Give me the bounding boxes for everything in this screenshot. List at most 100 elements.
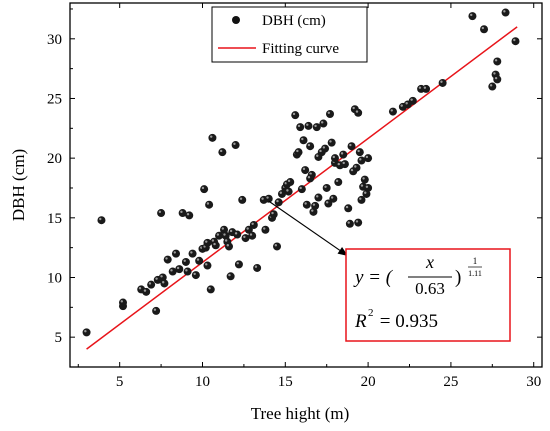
data-point	[273, 242, 282, 251]
data-point	[175, 265, 184, 274]
data-point	[160, 279, 169, 288]
data-point	[322, 183, 331, 192]
data-point	[286, 178, 295, 187]
data-point-highlight	[180, 210, 183, 214]
data-point-highlight	[332, 155, 335, 159]
data-point-highlight	[196, 258, 200, 261]
data-point	[299, 136, 308, 145]
data-point-highlight	[160, 275, 163, 278]
equation-border	[345, 248, 511, 342]
data-point-highlight	[347, 221, 350, 224]
data-point	[181, 257, 190, 266]
data-point	[118, 298, 127, 307]
data-point-highlight	[292, 112, 296, 116]
legend-box	[211, 6, 368, 63]
data-point-highlight	[266, 196, 269, 199]
data-point-highlight	[162, 281, 165, 284]
equation-numerator: x	[425, 252, 434, 272]
data-point-highlight	[274, 244, 278, 247]
equation-exponent-denominator: 1.11	[468, 269, 482, 278]
data-point	[314, 193, 323, 202]
data-point-highlight	[138, 287, 142, 290]
data-point-highlight	[322, 146, 326, 149]
data-point-highlight	[297, 124, 301, 128]
data-point-highlight	[337, 162, 340, 166]
data-point-highlight	[224, 239, 228, 242]
data-point	[493, 57, 502, 66]
data-point-highlight	[302, 167, 306, 171]
data-point-highlight	[325, 201, 329, 204]
data-point-highlight	[359, 158, 362, 161]
data-point-highlight	[440, 80, 443, 83]
equation-box: y = ( x 0.63 ) 1 1.11 R 2 = 0.935	[345, 248, 511, 342]
data-point-highlight	[324, 185, 327, 188]
data-point	[183, 267, 192, 276]
plot-frame	[69, 2, 543, 368]
data-point	[438, 78, 447, 87]
data-point-highlight	[234, 232, 238, 235]
data-point-highlight	[173, 251, 176, 254]
data-point-highlight	[249, 233, 253, 236]
data-point	[327, 138, 336, 147]
equation-rhs: )	[455, 267, 461, 288]
data-point-highlight	[330, 196, 334, 199]
x-tick-label: 30	[526, 374, 541, 390]
data-point-highlight	[296, 149, 299, 153]
data-point	[218, 148, 227, 157]
data-point-highlight	[400, 104, 403, 107]
data-point-highlight	[206, 202, 210, 205]
data-point-highlight	[216, 233, 220, 236]
data-point	[468, 12, 477, 21]
y-tick-label: 5	[55, 330, 63, 346]
data-point	[97, 216, 106, 225]
data-point	[422, 84, 431, 93]
data-point-highlight	[494, 76, 498, 80]
data-point	[344, 204, 353, 213]
data-point	[364, 183, 373, 192]
y-tick-label: 30	[47, 32, 62, 48]
data-point-highlight	[355, 110, 359, 113]
data-point	[171, 249, 180, 258]
legend-marker-dbh	[232, 16, 240, 24]
data-point-highlight	[352, 106, 355, 110]
data-point	[306, 174, 315, 183]
x-tick-label: 25	[443, 374, 458, 390]
data-point	[211, 241, 220, 250]
equation-lhs: y = (	[353, 267, 394, 288]
data-point-highlight	[165, 257, 168, 260]
data-point	[142, 287, 151, 296]
data-point-highlight	[170, 269, 173, 272]
data-point	[511, 37, 520, 46]
x-tick-label: 10	[195, 374, 210, 390]
r-squared-sup: 2	[368, 307, 374, 319]
data-point	[234, 260, 243, 269]
data-point	[330, 154, 339, 163]
y-tick-label: 25	[47, 91, 62, 107]
data-point-highlight	[489, 84, 493, 87]
data-point-highlight	[335, 179, 339, 183]
data-point-highlight	[193, 272, 196, 276]
data-point	[297, 185, 306, 194]
data-point	[152, 306, 161, 315]
data-point	[334, 178, 343, 187]
data-point	[480, 25, 489, 34]
data-point	[306, 142, 315, 151]
data-point-highlight	[84, 329, 87, 333]
data-point	[493, 75, 502, 84]
data-point-highlight	[362, 177, 365, 180]
data-point-highlight	[229, 229, 233, 233]
data-point-highlight	[186, 213, 190, 216]
data-point	[301, 166, 310, 175]
data-point-highlight	[263, 227, 266, 230]
data-point-highlight	[311, 209, 314, 212]
data-point-highlight	[286, 189, 289, 192]
data-point	[294, 148, 303, 157]
data-point-highlight	[205, 263, 208, 266]
x-tick-label: 20	[361, 374, 376, 390]
data-point	[188, 249, 197, 258]
data-point	[354, 108, 363, 117]
data-point-highlight	[309, 172, 312, 175]
data-point	[329, 194, 338, 203]
data-point-highlight	[513, 38, 516, 42]
data-point-highlight	[99, 217, 102, 221]
